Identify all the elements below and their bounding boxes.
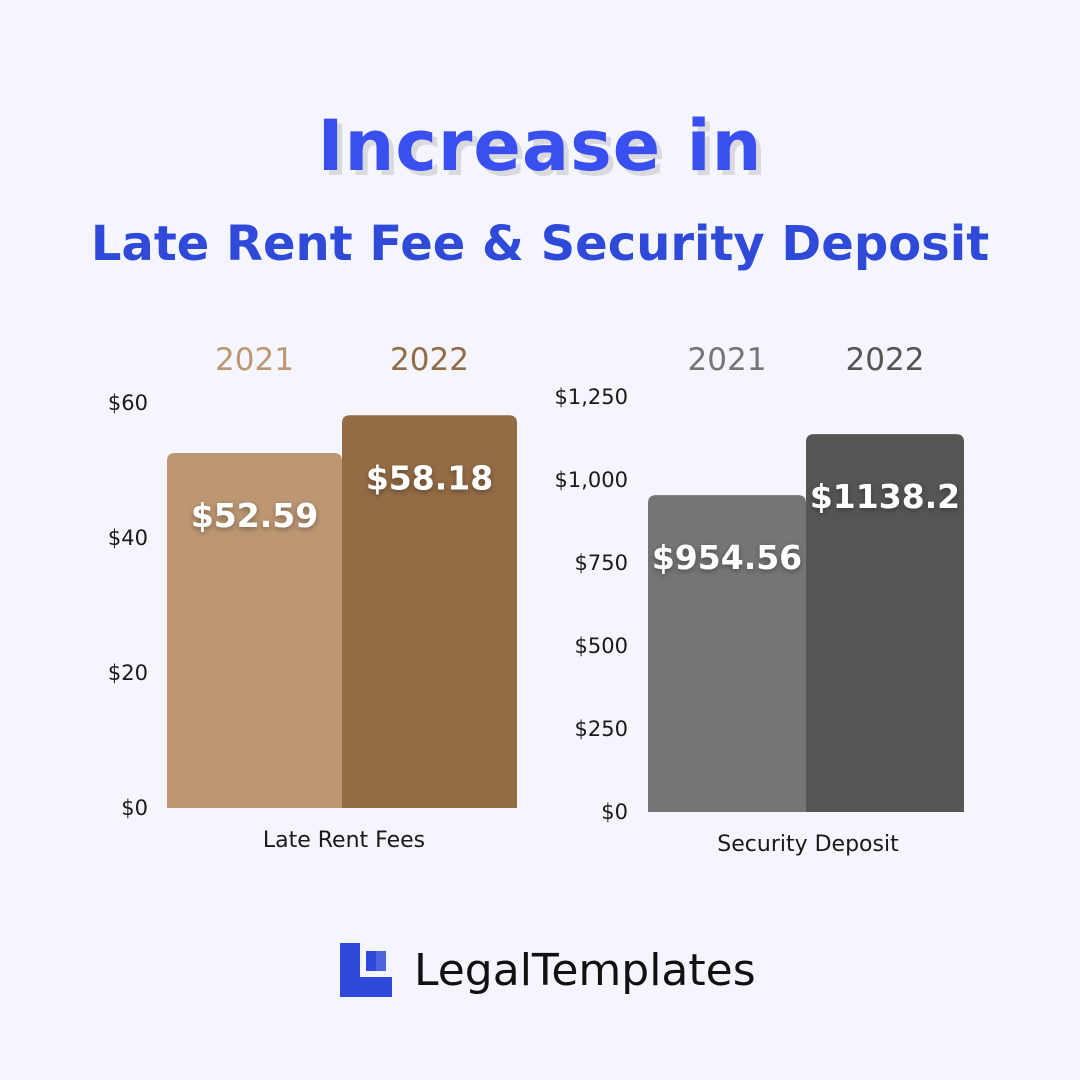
chart1-ytick-label: $40: [108, 526, 148, 550]
chart1-value-label-2022: $58.18: [366, 458, 493, 497]
chart2-category-label: Security Deposit: [717, 832, 899, 857]
chart1-legend-2021: 2021: [215, 342, 294, 378]
chart1-ytick-label: $0: [121, 796, 148, 820]
chart2-ytick-label: $250: [575, 717, 628, 741]
chart1-value-label-2021: $52.59: [191, 496, 318, 535]
chart2-bar-2022: [806, 434, 964, 812]
chart1-bar-2022: [342, 415, 517, 808]
brand-logo-group: LegalTemplates: [340, 940, 756, 1000]
title-line-1: Increase in: [317, 105, 763, 187]
chart1-ytick-label: $20: [108, 661, 148, 685]
document-icon: [340, 943, 392, 997]
chart2-value-label-2021: $954.56: [652, 538, 802, 577]
chart2-ytick-label: $500: [575, 634, 628, 658]
title-line-2: Late Rent Fee & Security Deposit: [90, 216, 990, 272]
chart2-legend-2021: 2021: [688, 342, 767, 378]
chart2-value-label-2022: $1138.2: [810, 477, 960, 516]
chart2-ytick-label: $0: [601, 800, 628, 824]
chart2-ytick-label: $1,250: [555, 385, 628, 409]
chart1-category-label: Late Rent Fees: [263, 828, 425, 853]
chart2-ytick-label: $750: [575, 551, 628, 575]
chart2-legend-2022: 2022: [846, 342, 925, 378]
chart1-ytick-label: $60: [108, 391, 148, 415]
chart2-bar-2021: [648, 495, 806, 812]
brand-name: LegalTemplates: [414, 944, 756, 996]
chart2-ytick-label: $1,000: [555, 468, 628, 492]
chart1-bar-2021: [167, 453, 342, 808]
chart1-legend-2022: 2022: [390, 342, 469, 378]
